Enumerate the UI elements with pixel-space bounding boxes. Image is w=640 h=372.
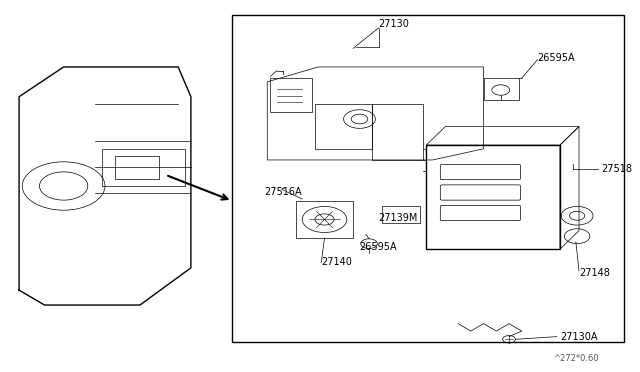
Text: ^272*0.60: ^272*0.60: [554, 355, 599, 363]
Bar: [484, 78, 518, 100]
Text: 27148: 27148: [579, 269, 610, 278]
Bar: [115, 156, 159, 179]
Text: 26595A: 26595A: [360, 243, 397, 252]
Bar: [372, 104, 423, 160]
Text: 27518: 27518: [602, 164, 632, 174]
Bar: [271, 78, 312, 112]
Text: 27130: 27130: [379, 19, 410, 29]
Bar: [296, 201, 353, 238]
Bar: [102, 149, 184, 186]
Text: 27140: 27140: [321, 257, 352, 267]
Bar: [232, 15, 623, 342]
Bar: [426, 145, 560, 249]
Bar: [382, 206, 420, 223]
Bar: [315, 104, 372, 149]
Text: 27516A: 27516A: [264, 187, 301, 196]
Text: 27130A: 27130A: [560, 332, 597, 341]
Text: 26595A: 26595A: [538, 53, 575, 62]
Text: 27139M: 27139M: [379, 213, 418, 222]
